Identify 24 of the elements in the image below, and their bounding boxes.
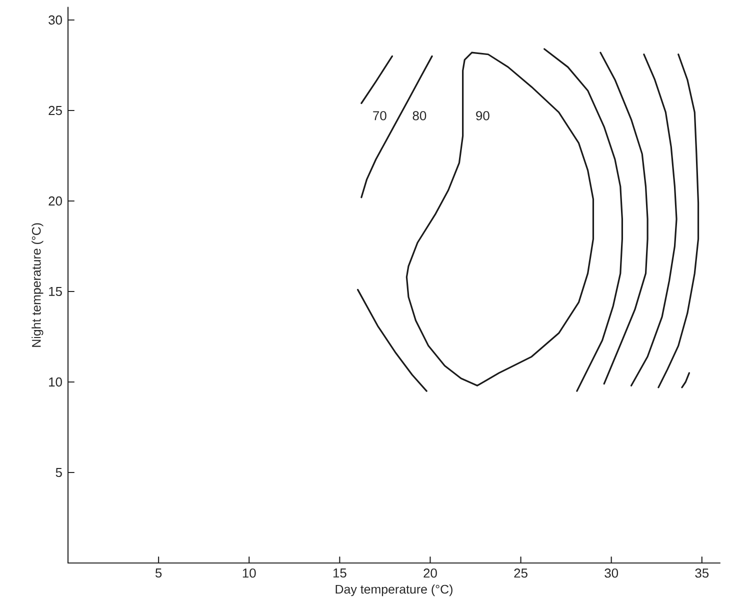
x-tick-label: 20 (424, 568, 437, 578)
x-tick-label: 25 (514, 568, 528, 578)
line-series (356, 288, 428, 392)
x-axis-title: Day temperature (°C) (336, 584, 452, 596)
x-tick-label: 35 (695, 568, 709, 578)
annotation: 80 (412, 111, 426, 120)
y-tick-label: 5 (56, 468, 62, 478)
y-tick-label: 15 (49, 286, 62, 296)
line-series (600, 52, 648, 385)
annotation: 70 (373, 111, 386, 120)
line-series (544, 48, 624, 392)
y-axis-title: Night temperature (°C) (32, 223, 44, 347)
annotation: 90 (476, 111, 490, 120)
y-tick-label: 25 (48, 106, 62, 116)
y-tick-label: 10 (49, 377, 62, 387)
y-tick-label: 20 (48, 196, 62, 206)
x-tick-label: 15 (333, 568, 346, 578)
x-tick-label: 30 (604, 568, 618, 578)
line-series (630, 54, 678, 386)
x-tick-label: 5 (155, 568, 162, 578)
line-series (658, 54, 700, 388)
x-tick-label: 10 (242, 568, 256, 578)
y-tick-label: 30 (48, 15, 62, 25)
line-series (406, 52, 594, 386)
